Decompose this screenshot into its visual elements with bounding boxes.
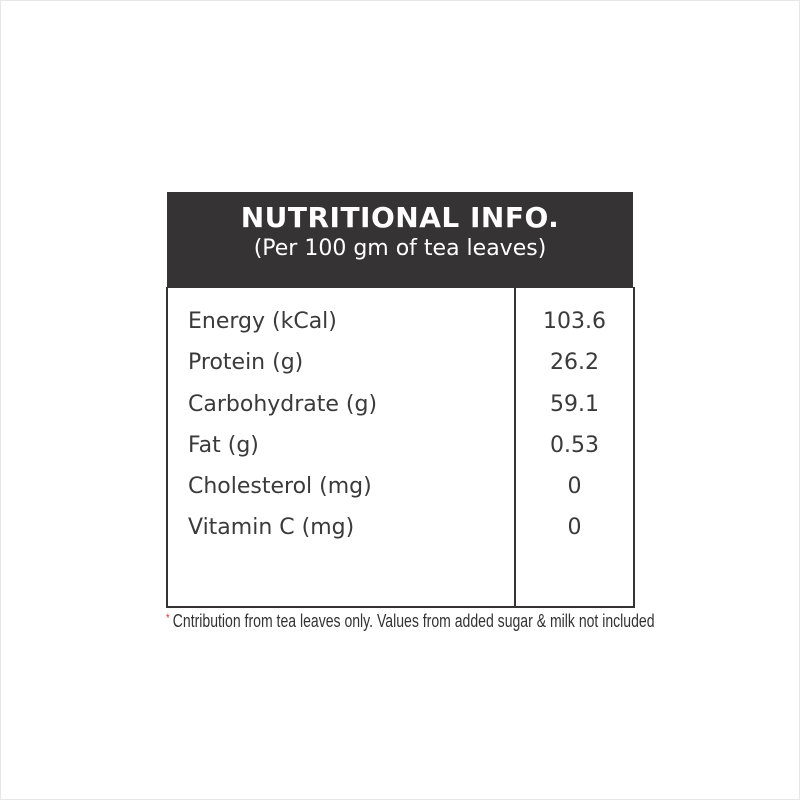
nutrient-label: Cholesterol (mg) (188, 474, 372, 499)
column-divider (514, 287, 516, 606)
nutrient-label: Protein (g) (188, 350, 304, 375)
table-row: Vitamin C (mg) 0 (168, 515, 633, 545)
table-subtitle: (Per 100 gm of tea leaves) (253, 236, 547, 261)
footnote: * Cntribution from tea leaves only. Value… (166, 611, 655, 632)
footnote-text: Cntribution from tea leaves only. Values… (172, 611, 655, 631)
table-row: Cholesterol (mg) 0 (168, 474, 633, 504)
table-title: NUTRITIONAL INFO. (240, 201, 560, 234)
nutrient-label: Fat (g) (188, 433, 259, 458)
nutrient-value: 0 (567, 474, 582, 499)
nutrient-value: 26.2 (550, 350, 599, 375)
table-row: Carbohydrate (g) 59.1 (168, 392, 633, 422)
nutrition-table: Energy (kCal) 103.6 Protein (g) 26.2 Carbo… (166, 287, 635, 608)
nutrient-value: 0 (567, 515, 582, 540)
table-row: Protein (g) 26.2 (168, 350, 633, 380)
nutrient-value: 103.6 (543, 309, 606, 334)
footnote-marker: * (166, 611, 170, 625)
nutrient-label: Carbohydrate (g) (188, 392, 378, 417)
table-row: Fat (g) 0.53 (168, 433, 633, 463)
nutrient-label: Energy (kCal) (188, 309, 337, 334)
nutrient-value: 59.1 (550, 392, 599, 417)
nutrient-label: Vitamin C (mg) (188, 515, 355, 540)
nutrient-value: 0.53 (550, 433, 599, 458)
table-row: Energy (kCal) 103.6 (168, 309, 633, 339)
table-header: NUTRITIONAL INFO. (Per 100 gm of tea lea… (167, 192, 633, 288)
